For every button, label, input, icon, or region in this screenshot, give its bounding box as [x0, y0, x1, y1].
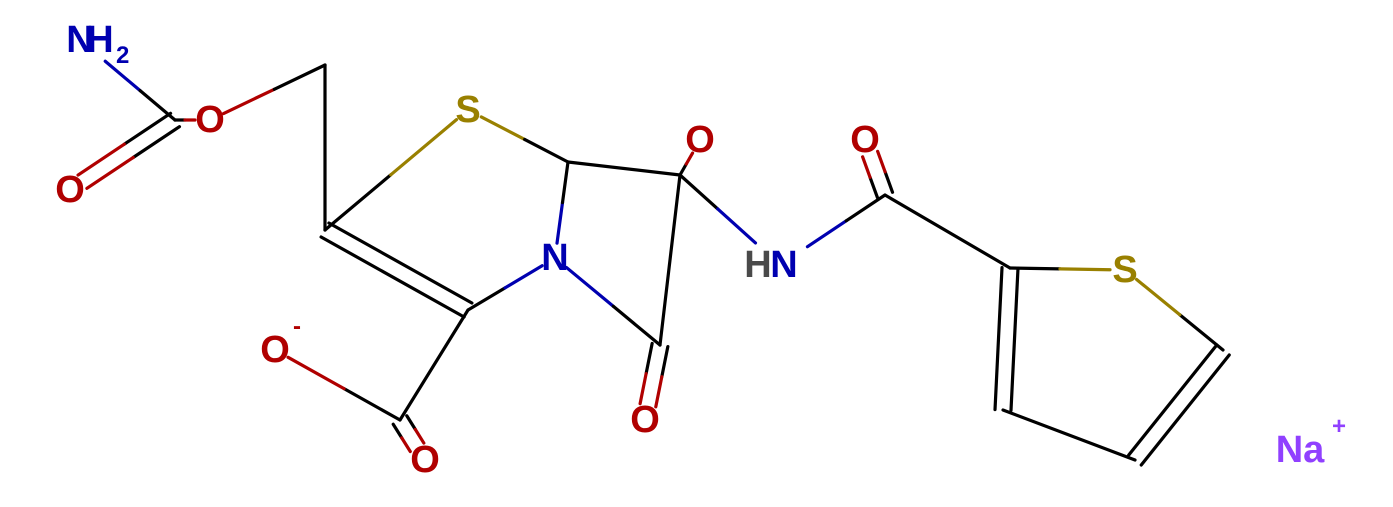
svg-text:N: N	[770, 244, 797, 286]
svg-text:H: H	[744, 244, 771, 286]
svg-text:O: O	[55, 169, 85, 211]
svg-text:O: O	[195, 99, 225, 141]
svg-text:O: O	[630, 399, 660, 441]
atom-s: S	[1112, 249, 1137, 291]
svg-text:Na: Na	[1276, 429, 1325, 471]
atom-n: HN	[744, 244, 797, 286]
atom-o: O	[685, 119, 715, 161]
svg-text:N: N	[541, 237, 568, 279]
atom-o: O	[55, 169, 85, 211]
svg-text:O: O	[260, 329, 290, 371]
atom-o: O	[850, 119, 880, 161]
atom-n: NH2	[66, 19, 129, 69]
atom-o: O	[195, 99, 225, 141]
atom-s: S	[455, 89, 480, 131]
svg-text:O: O	[850, 119, 880, 161]
atom-o: O	[630, 399, 660, 441]
atom-na: Na +	[1276, 413, 1346, 471]
svg-text:+: +	[1332, 413, 1346, 440]
molecule-diagram: NH2OOSNOO-OOHNOSNa+	[0, 0, 1393, 507]
svg-text:S: S	[455, 89, 480, 131]
svg-text:O: O	[410, 439, 440, 481]
atom-n: N	[541, 237, 568, 279]
svg-text:O: O	[685, 119, 715, 161]
svg-text:H: H	[86, 19, 113, 61]
atom-o: O	[410, 439, 440, 481]
svg-text:2: 2	[116, 42, 129, 69]
svg-text:-: -	[293, 313, 301, 340]
svg-text:S: S	[1112, 249, 1137, 291]
